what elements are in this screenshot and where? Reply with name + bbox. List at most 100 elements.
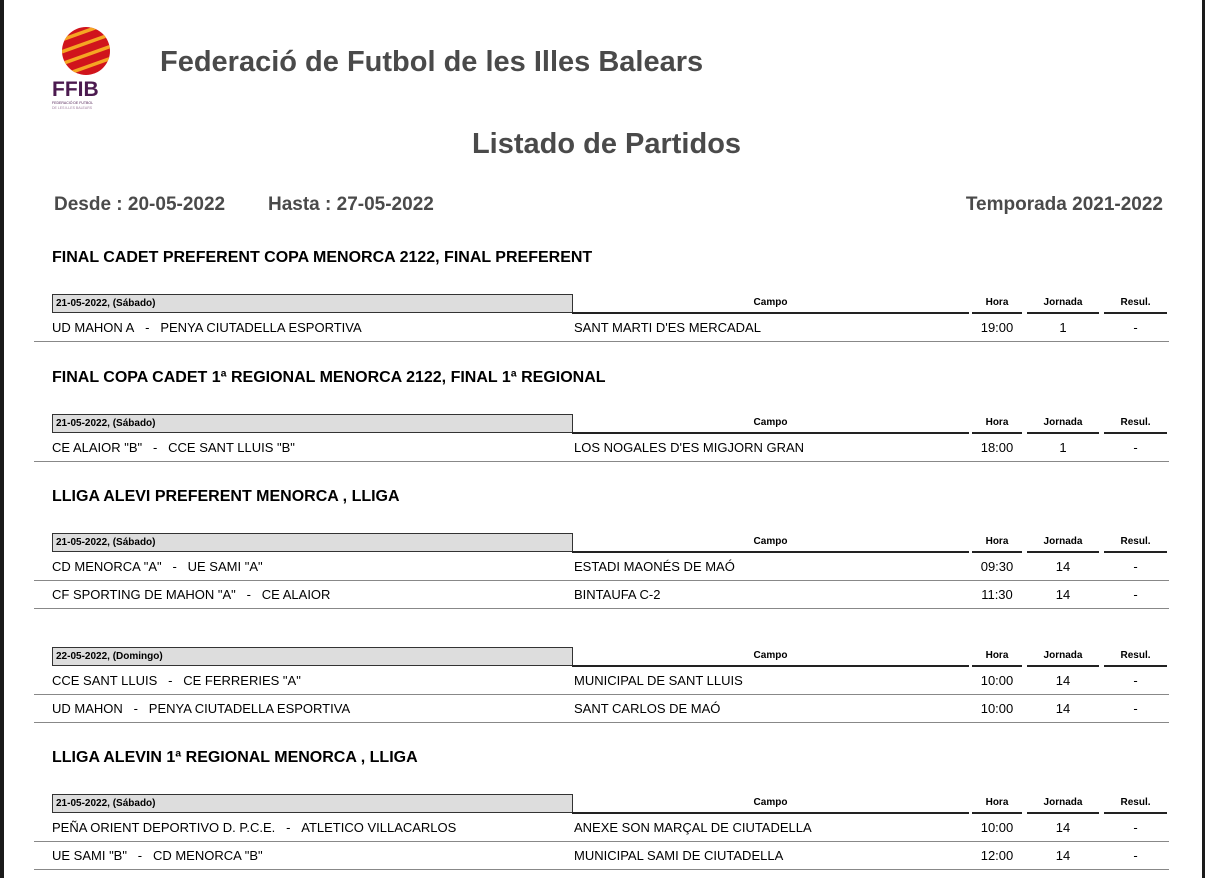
col-campo: Campo <box>572 294 969 314</box>
match-teams: PEÑA ORIENT DEPORTIVO D. P.C.E. - ATLETI… <box>52 820 457 835</box>
away-team: PENYA CIUTADELLA ESPORTIVA <box>160 320 362 335</box>
away-team: CE ALAIOR <box>261 587 331 602</box>
match-date: 21-05-2022, (Sábado) <box>52 794 573 813</box>
campo: SANT MARTI D'ES MERCADAL <box>574 320 761 335</box>
col-jornada: Jornada <box>1027 794 1099 814</box>
col-hora: Hora <box>972 294 1022 314</box>
resultado: - <box>1133 559 1138 574</box>
home-team: CE ALAIOR "B" <box>52 440 143 455</box>
home-team: UD MAHON <box>52 701 123 716</box>
col-jornada: Jornada <box>1027 533 1099 553</box>
jornada: 1 <box>1059 440 1067 455</box>
campo: LOS NOGALES D'ES MIGJORN GRAN <box>574 440 805 455</box>
col-hora: Hora <box>972 794 1022 814</box>
resultado: - <box>1133 820 1138 835</box>
date-from: Desde : 20-05-2022 <box>54 194 226 215</box>
match-row: CE ALAIOR "B" - CCE SANT LLUIS "B" LOS N… <box>34 434 1169 462</box>
col-resul: Resul. <box>1104 533 1167 553</box>
col-hora: Hora <box>972 647 1022 667</box>
home-team: PEÑA ORIENT DEPORTIVO D. P.C.E. <box>52 820 276 835</box>
col-hora: Hora <box>972 414 1022 434</box>
home-team: CCE SANT LLUIS <box>52 673 158 688</box>
col-resul: Resul. <box>1104 647 1167 667</box>
resultado: - <box>1133 701 1138 716</box>
jornada: 14 <box>1055 820 1071 835</box>
hora: 11:30 <box>981 587 1013 602</box>
campo: MUNICIPAL SAMI DE CIUTADELLA <box>574 848 784 863</box>
right-border <box>1202 0 1205 878</box>
hora: 10:00 <box>980 701 1014 716</box>
campo: BINTAUFA C-2 <box>574 587 661 602</box>
match-teams: UD MAHON - PENYA CIUTADELLA ESPORTIVA <box>52 701 351 716</box>
resultado: - <box>1133 440 1138 455</box>
jornada: 14 <box>1055 559 1071 574</box>
svg-text:FFIB: FFIB <box>52 78 99 101</box>
svg-text:FEDERACIÓ DE FUTBOL: FEDERACIÓ DE FUTBOL <box>52 100 93 105</box>
col-resul: Resul. <box>1104 294 1167 314</box>
campo: SANT CARLOS DE MAÓ <box>574 701 721 716</box>
ffib-logo: FFIB FEDERACIÓ DE FUTBOL DE LES ILLES BA… <box>52 27 110 110</box>
jornada: 1 <box>1059 320 1067 335</box>
away-team: ATLETICO VILLACARLOS <box>301 820 457 835</box>
match-date-group: 21-05-2022, (Sábado) Campo Hora Jornada … <box>34 533 1169 609</box>
away-team: UE SAMI "A" <box>187 559 263 574</box>
jornada: 14 <box>1055 701 1071 716</box>
match-date-group: 21-05-2022, (Sábado) Campo Hora Jornada … <box>34 794 1169 870</box>
home-team: UE SAMI "B" <box>52 848 127 863</box>
away-team: CD MENORCA "B" <box>152 848 263 863</box>
campo: MUNICIPAL DE SANT LLUIS <box>574 673 743 688</box>
col-resul: Resul. <box>1104 794 1167 814</box>
hora: 09:30 <box>980 559 1014 574</box>
col-campo: Campo <box>572 647 969 667</box>
away-team: CCE SANT LLUIS "B" <box>168 440 295 455</box>
col-resul: Resul. <box>1104 414 1167 434</box>
hora: 19:00 <box>980 320 1014 335</box>
resultado: - <box>1133 673 1138 688</box>
match-date: 21-05-2022, (Sábado) <box>52 414 573 433</box>
match-row: CCE SANT LLUIS - CE FERRERIES "A" MUNICI… <box>34 667 1169 695</box>
match-row: CD MENORCA "A" - UE SAMI "A" ESTADI MAON… <box>34 553 1169 581</box>
resultado: - <box>1133 848 1138 863</box>
match-date: 21-05-2022, (Sábado) <box>52 533 573 552</box>
match-row: CF SPORTING DE MAHON "A" - CE ALAIOR BIN… <box>34 581 1169 609</box>
organization-name: Federació de Futbol de les Illes Balears <box>160 46 704 78</box>
col-campo: Campo <box>572 794 969 814</box>
competition-title: FINAL CADET PREFERENT COPA MENORCA 2122,… <box>52 249 593 266</box>
date-to: Hasta : 27-05-2022 <box>268 194 434 215</box>
page-title: Listado de Partidos <box>471 128 742 160</box>
campo: ESTADI MAONÉS DE MAÓ <box>574 559 735 574</box>
jornada: 14 <box>1055 673 1071 688</box>
hora: 10:00 <box>980 673 1014 688</box>
away-team: PENYA CIUTADELLA ESPORTIVA <box>148 701 351 716</box>
match-row: UD MAHON A - PENYA CIUTADELLA ESPORTIVA … <box>34 314 1169 342</box>
match-teams: CF SPORTING DE MAHON "A" - CE ALAIOR <box>52 587 331 602</box>
match-row: UE SAMI "B" - CD MENORCA "B" MUNICIPAL S… <box>34 842 1169 870</box>
away-team: CE FERRERIES "A" <box>183 673 301 688</box>
match-teams: CCE SANT LLUIS - CE FERRERIES "A" <box>52 673 301 688</box>
match-teams: UD MAHON A - PENYA CIUTADELLA ESPORTIVA <box>52 320 362 335</box>
col-jornada: Jornada <box>1027 294 1099 314</box>
col-campo: Campo <box>572 414 969 434</box>
match-date-group: 22-05-2022, (Domingo) Campo Hora Jornada… <box>34 647 1169 723</box>
competition-title: LLIGA ALEVIN 1ª REGIONAL MENORCA , LLIGA <box>52 749 418 766</box>
competition-title: FINAL COPA CADET 1ª REGIONAL MENORCA 212… <box>52 369 606 386</box>
home-team: UD MAHON A <box>52 320 135 335</box>
hora: 10:00 <box>980 820 1014 835</box>
svg-text:DE LES ILLES BALEARS: DE LES ILLES BALEARS <box>52 106 93 110</box>
match-row: UD MAHON - PENYA CIUTADELLA ESPORTIVA SA… <box>34 695 1169 723</box>
hora: 18:00 <box>980 440 1014 455</box>
home-team: CD MENORCA "A" <box>52 559 162 574</box>
hora: 12:00 <box>980 848 1014 863</box>
resultado: - <box>1133 320 1138 335</box>
match-teams: CD MENORCA "A" - UE SAMI "A" <box>52 559 263 574</box>
match-date: 21-05-2022, (Sábado) <box>52 294 573 313</box>
match-date-group: 21-05-2022, (Sábado) Campo Hora Jornada … <box>34 294 1169 342</box>
col-hora: Hora <box>972 533 1022 553</box>
competition-title: LLIGA ALEVI PREFERENT MENORCA , LLIGA <box>52 488 400 505</box>
jornada: 14 <box>1055 587 1071 602</box>
season: Temporada 2021-2022 <box>965 194 1163 215</box>
match-date-group: 21-05-2022, (Sábado) Campo Hora Jornada … <box>34 414 1169 462</box>
match-date: 22-05-2022, (Domingo) <box>52 647 573 666</box>
campo: ANEXE SON MARÇAL DE CIUTADELLA <box>574 820 812 835</box>
